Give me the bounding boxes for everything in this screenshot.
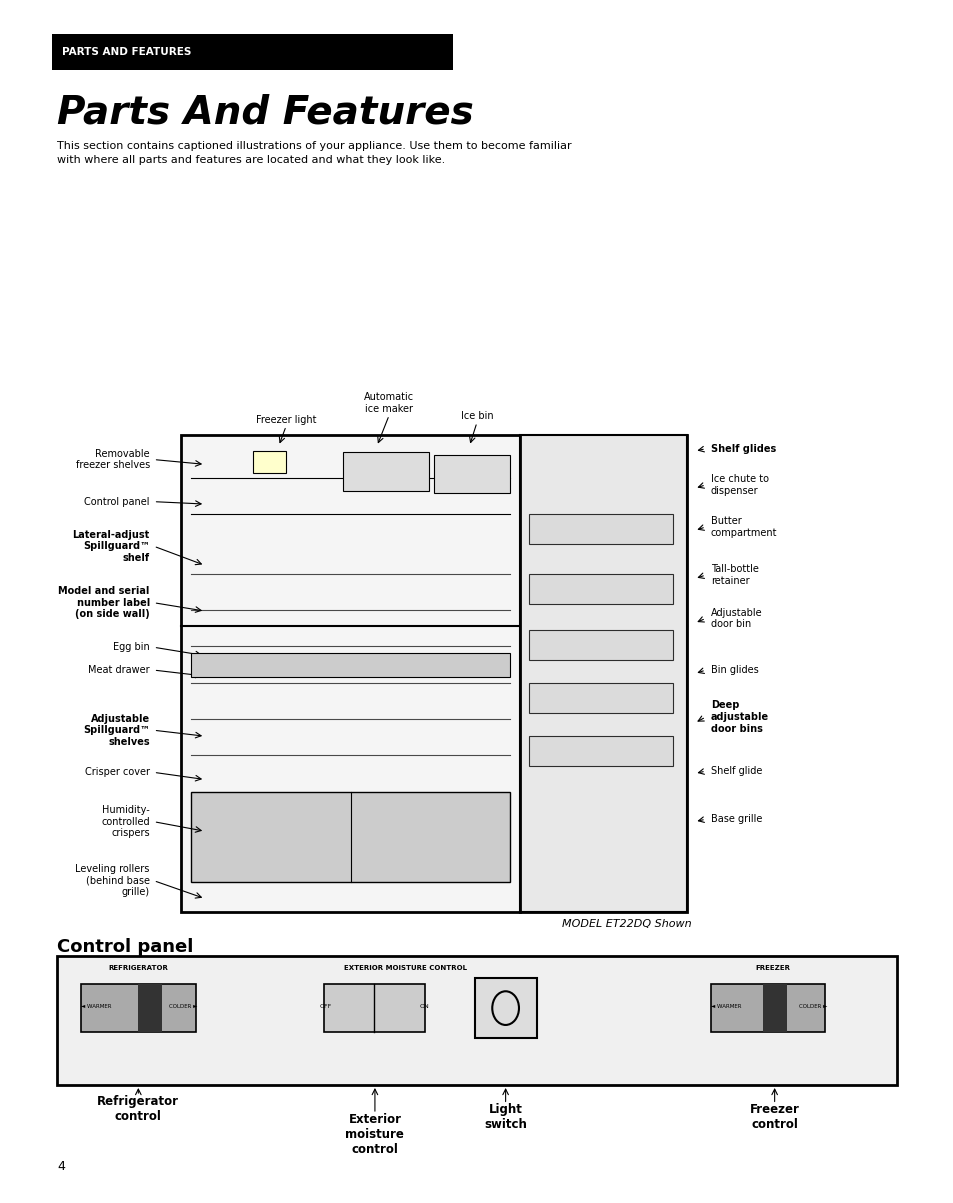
Text: OFF: OFF [319,1005,332,1009]
Text: ON: ON [419,1005,429,1009]
Text: Leveling rollers
(behind base
grille): Leveling rollers (behind base grille) [75,864,150,897]
Text: ◄ WARMER: ◄ WARMER [81,1005,112,1009]
Text: Base grille: Base grille [710,814,761,824]
Text: Parts And Features: Parts And Features [57,94,474,132]
Bar [529,574,672,604]
Bar [529,683,672,713]
Text: Egg bin: Egg bin [112,642,150,652]
Text: COLDER ►: COLDER ► [798,1005,826,1009]
Text: ◄ WARMER: ◄ WARMER [710,1005,740,1009]
Bar [324,984,424,1032]
Text: 4: 4 [57,1160,65,1173]
Text: Meat drawer: Meat drawer [88,665,150,675]
Text: Light
switch: Light switch [484,1103,526,1131]
Text: Model and serial
number label
(on side wall): Model and serial number label (on side w… [58,586,150,620]
Text: FREEZER: FREEZER [755,965,789,971]
Bar [519,435,686,912]
Text: Bin glides: Bin glides [710,665,758,675]
Text: Butter
compartment: Butter compartment [710,516,777,538]
Text: MODEL ET22DQ Shown: MODEL ET22DQ Shown [561,919,691,929]
Bar [710,984,824,1032]
Text: Exterior
moisture
control: Exterior moisture control [345,1113,404,1156]
Bar [475,978,537,1038]
Text: Tall-bottle
retainer: Tall-bottle retainer [710,564,758,586]
Bar [529,514,672,544]
Text: Ice bin: Ice bin [460,411,493,421]
Bar [191,653,510,677]
Text: Shelf glide: Shelf glide [710,766,761,776]
Bar [57,956,896,1085]
Bar [529,630,672,660]
Text: Freezer
control: Freezer control [749,1103,799,1131]
Text: PARTS AND FEATURES: PARTS AND FEATURES [62,47,192,57]
Bar [434,455,510,493]
Text: Shelf glides: Shelf glides [710,444,775,454]
Text: Refrigerator
control: Refrigerator control [97,1095,179,1122]
Text: Adjustable
Spillguard™
shelves: Adjustable Spillguard™ shelves [83,713,150,747]
Bar [138,984,162,1032]
Text: Control panel: Control panel [57,938,193,956]
Text: Adjustable
door bin: Adjustable door bin [710,608,761,629]
Text: Deep
adjustable
door bins: Deep adjustable door bins [710,700,768,734]
Text: Crisper cover: Crisper cover [85,768,150,777]
Bar [52,34,453,70]
Text: Automatic
ice maker: Automatic ice maker [364,392,414,414]
Bar [762,984,786,1032]
Text: Freezer light: Freezer light [255,415,316,425]
Text: Control panel: Control panel [84,497,150,506]
Bar [191,792,510,882]
Text: Humidity-
controlled
crispers: Humidity- controlled crispers [101,805,150,838]
Text: EXTERIOR MOISTURE CONTROL: EXTERIOR MOISTURE CONTROL [344,965,466,971]
Text: Lateral-adjust
Spillguard™
shelf: Lateral-adjust Spillguard™ shelf [72,529,150,563]
Text: This section contains captioned illustrations of your appliance. Use them to bec: This section contains captioned illustra… [57,141,571,165]
Bar [181,435,686,912]
Text: COLDER ►: COLDER ► [169,1005,197,1009]
Bar [529,736,672,766]
Text: REFRIGERATOR: REFRIGERATOR [109,965,168,971]
Text: Ice chute to
dispenser: Ice chute to dispenser [710,474,768,496]
Text: Removable
freezer shelves: Removable freezer shelves [75,449,150,470]
Bar [81,984,195,1032]
Bar [253,451,286,473]
Bar [343,452,429,491]
